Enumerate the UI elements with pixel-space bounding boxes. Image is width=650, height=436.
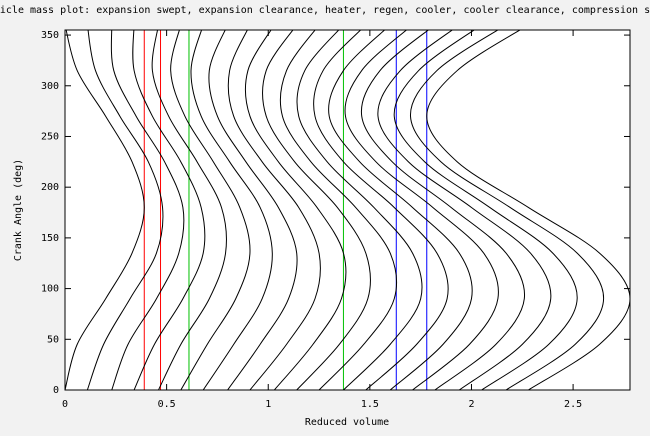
particle-curve xyxy=(328,30,473,390)
particle-curve xyxy=(244,30,347,390)
y-tick-label: 250 xyxy=(41,131,59,142)
y-tick-label: 0 xyxy=(53,385,59,396)
x-tick-label: 0.5 xyxy=(158,399,176,410)
particle-curve xyxy=(65,30,145,390)
particle-curve xyxy=(227,30,321,390)
particle-curve xyxy=(344,30,499,390)
particle-curve xyxy=(170,30,251,390)
x-tick-label: 0 xyxy=(62,399,68,410)
particle-curve xyxy=(296,30,423,390)
particle-curve xyxy=(377,30,552,390)
y-tick-label: 200 xyxy=(41,182,59,193)
particle-curve xyxy=(426,30,630,390)
y-tick-label: 300 xyxy=(41,81,59,92)
plot-area xyxy=(65,30,630,390)
plot-frame xyxy=(64,29,631,391)
particle-curve xyxy=(410,30,605,390)
particle-curve xyxy=(313,30,449,390)
y-tick-label: 100 xyxy=(41,284,59,295)
y-tick-label: 150 xyxy=(41,233,59,244)
particle-curve xyxy=(279,30,398,390)
x-tick-label: 1 xyxy=(265,399,271,410)
y-tick-label: 50 xyxy=(47,334,59,345)
x-tick-label: 2 xyxy=(468,399,474,410)
chart-title: Particle mass plot: expansion swept, exp… xyxy=(0,5,650,16)
x-axis-label: Reduced volume xyxy=(305,417,389,428)
y-axis-label: Crank Angle (deg) xyxy=(13,159,24,261)
particle-curve xyxy=(190,30,273,390)
particle-curve xyxy=(132,30,206,390)
particle-curve xyxy=(393,30,578,390)
particle-curve xyxy=(110,30,185,390)
particle-curve xyxy=(262,30,371,390)
particle-curve xyxy=(360,30,526,390)
x-tick-label: 2.5 xyxy=(564,399,582,410)
x-tick-label: 1.5 xyxy=(361,399,379,410)
y-tick-label: 350 xyxy=(41,30,59,41)
particle-curve xyxy=(151,30,227,390)
particle-curve xyxy=(208,30,298,390)
particle-curve xyxy=(86,30,164,390)
